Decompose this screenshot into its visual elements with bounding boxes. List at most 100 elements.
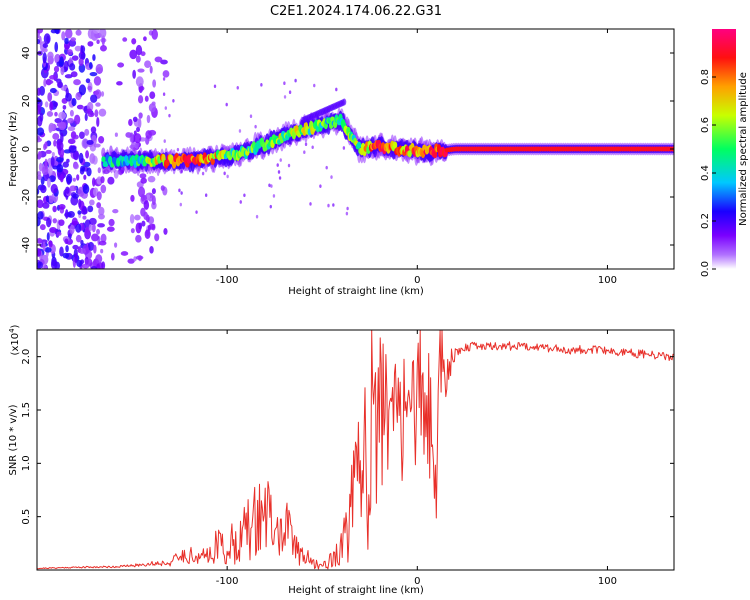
spectrogram-noise-mark <box>43 78 47 87</box>
spectrogram-noise-mark <box>346 206 349 211</box>
colorbar-label: Normalized spectral amplitude <box>738 72 749 226</box>
snr-x-tick-label: 0 <box>414 576 420 587</box>
spectrogram-noise-mark <box>332 203 335 207</box>
spectrogram-noise-mark <box>100 176 105 184</box>
spectrogram-noise-mark <box>87 29 95 39</box>
spectrogram-noise-mark <box>108 218 115 227</box>
spectrogram-noise-mark <box>139 173 147 179</box>
spectrogram-noise-mark <box>41 166 49 176</box>
snr-frame <box>36 329 675 571</box>
spectrogram-y-label: Frequency (Hz) <box>8 111 19 187</box>
spectrogram-noise-mark <box>44 101 49 108</box>
spectrogram-noise-mark <box>135 76 144 87</box>
spectrogram-noise-mark <box>98 108 107 117</box>
spectrogram-noise-mark <box>78 84 87 96</box>
spectrogram-noise-mark <box>73 79 81 86</box>
spectrogram-noise-mark <box>78 131 85 139</box>
spectrogram-noise-mark <box>65 245 69 253</box>
svg-text:(x104): (x104) <box>8 324 21 355</box>
spectrogram-noise-mark <box>84 226 91 236</box>
spectrogram-noise-mark <box>58 219 65 226</box>
spectrogram-noise-mark <box>56 156 64 163</box>
snr-y-tick-label: 1.0 <box>21 455 32 471</box>
spectrogram-noise-mark <box>148 223 156 230</box>
spectrogram-noise-mark <box>98 240 107 246</box>
snr-marks <box>37 330 674 570</box>
spectrogram-noise-mark <box>75 234 82 243</box>
snr-x-ticks: -100 0 100 <box>216 330 617 587</box>
spectrogram-noise-mark <box>49 88 57 94</box>
spectrogram-noise-mark <box>54 117 62 124</box>
spectrogram-noise-mark <box>46 110 54 117</box>
spectrogram-noise-mark <box>201 171 205 176</box>
spectrogram-y-tick-label: 20 <box>21 95 32 108</box>
spectrogram-noise-mark <box>71 217 78 226</box>
spectrogram-noise-mark <box>162 70 170 78</box>
spectrogram-noise-mark <box>269 204 272 209</box>
spectrogram-noise-mark <box>46 217 52 228</box>
spectrogram-noise-mark <box>92 29 100 34</box>
spectrogram-noise-mark <box>96 39 100 45</box>
spectrogram-noise-mark <box>75 29 82 36</box>
spectrogram-marks <box>37 29 674 269</box>
colorbar: 0.0 0.2 0.4 0.6 0.8 Normalized spectral ampl… <box>700 29 749 277</box>
spectrogram-noise-mark <box>95 254 103 264</box>
spectrogram-noise-mark <box>37 199 44 209</box>
spectrogram-noise-mark <box>59 246 64 257</box>
spectrogram-noise-mark <box>99 29 107 39</box>
spectrogram-noise-mark <box>195 210 198 214</box>
spectrogram-noise-mark <box>140 51 146 57</box>
spectrogram-noise-mark <box>37 104 42 115</box>
spectrogram-noise-mark <box>43 33 51 45</box>
spectrogram-noise-mark <box>95 102 101 107</box>
spectrogram-noise-mark <box>168 113 171 118</box>
spectrogram-noise-mark <box>136 126 141 133</box>
spectrogram-noise-mark <box>87 241 95 251</box>
spectrogram-noise-mark <box>138 112 143 119</box>
spectrogram-noise-mark <box>342 146 346 150</box>
snr-x-tick-label: -100 <box>216 576 239 587</box>
spectrogram-noise-mark <box>277 170 281 174</box>
spectrogram-noise-mark <box>53 65 60 73</box>
spectrogram-noise-mark <box>330 175 333 179</box>
colorbar-tick-label: 0.4 <box>700 165 711 181</box>
spectrogram-noise-mark <box>40 176 45 185</box>
snr-y-ticks: 0.5 1.0 1.5 2.0 <box>21 349 674 525</box>
spectrogram-noise-mark <box>88 61 93 70</box>
spectrogram-x-tick-label: 100 <box>598 275 617 286</box>
spectrogram-noise-mark <box>309 202 312 206</box>
spectrogram-noise-mark <box>56 141 64 151</box>
spectrogram-noise-mark <box>87 41 94 47</box>
spectrogram-noise-mark <box>303 150 306 155</box>
spectrogram-noise-mark <box>72 244 79 250</box>
spectrogram-noise-mark <box>311 145 314 150</box>
spectrogram-noise-mark <box>89 199 95 206</box>
spectrogram-noise-mark <box>110 252 115 261</box>
spectrogram-noise-mark <box>77 210 82 215</box>
spectrogram-noise-mark <box>61 31 66 41</box>
spectrogram-noise-mark <box>135 255 144 260</box>
spectrogram-noise-mark <box>213 84 217 89</box>
spectrogram-noise-mark <box>90 266 98 269</box>
spectrogram-noise-mark <box>59 56 64 67</box>
spectrogram-noise-mark <box>94 109 99 118</box>
spectrogram-noise-mark <box>74 252 78 264</box>
spectrogram-noise-mark <box>106 226 115 232</box>
spectrogram-noise-mark <box>98 206 105 216</box>
spectrogram-noise-mark <box>82 215 87 220</box>
spectrogram-noise-mark <box>37 188 40 195</box>
colorbar-tick-label: 0.0 <box>700 261 711 277</box>
spectrogram-noise-mark <box>255 214 259 219</box>
spectrogram-noise-mark <box>68 145 77 153</box>
spectrogram-noise-mark <box>37 137 42 143</box>
snr-y-tick-label: 0.5 <box>21 509 32 525</box>
spectrogram-noise-mark <box>42 241 46 252</box>
spectrogram-x-tick-label: -100 <box>216 275 239 286</box>
spectrogram-noise-mark <box>42 202 50 209</box>
snr-scale-label: (x10 <box>10 333 21 356</box>
spectrogram-noise-mark <box>226 174 229 179</box>
spectrogram-noise-mark <box>37 174 42 181</box>
spectrogram-noise-mark <box>129 213 135 224</box>
spectrogram-noise-mark <box>128 118 133 127</box>
spectrogram-noise-mark <box>59 174 64 183</box>
